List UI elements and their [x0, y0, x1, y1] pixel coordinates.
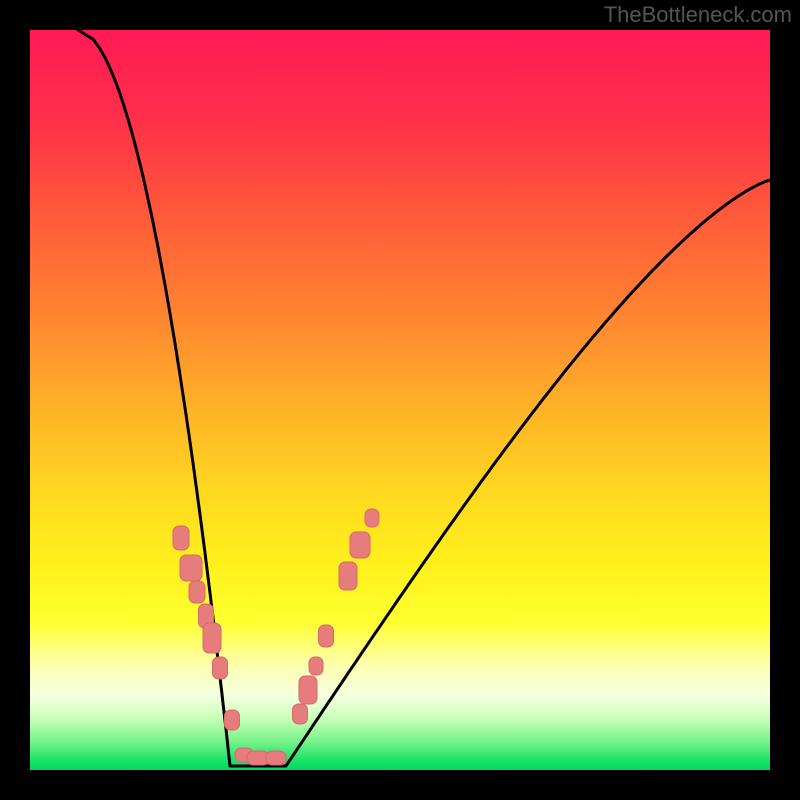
marker-6 [225, 710, 240, 730]
plot-background [30, 30, 770, 770]
marker-15 [350, 532, 370, 558]
marker-10 [293, 704, 308, 724]
marker-16 [365, 509, 379, 527]
watermark-text: TheBottleneck.com [604, 2, 792, 28]
marker-0 [173, 526, 189, 550]
marker-9 [266, 751, 286, 765]
marker-11 [299, 676, 317, 704]
marker-12 [309, 657, 323, 675]
marker-13 [319, 625, 334, 647]
marker-5 [213, 657, 228, 679]
marker-14 [339, 562, 357, 590]
marker-2 [189, 581, 205, 603]
marker-4 [203, 623, 221, 653]
marker-1 [180, 555, 202, 581]
